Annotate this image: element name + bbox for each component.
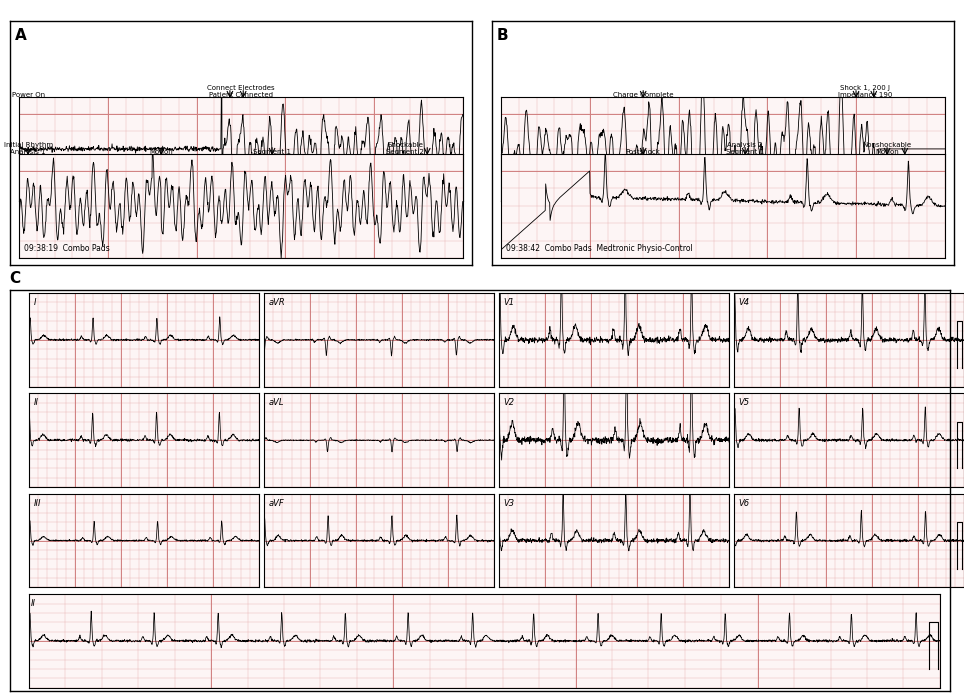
Text: 09:38:11  Combo Pads: 09:38:11 Combo Pads <box>24 187 109 196</box>
Text: 09:38:19  Combo Pads: 09:38:19 Combo Pads <box>24 244 110 253</box>
Text: III: III <box>34 498 41 507</box>
Text: 09:38:34  Combo Pads: 09:38:34 Combo Pads <box>506 187 592 196</box>
Text: Initial Rhythm
Analysis 1: Initial Rhythm Analysis 1 <box>4 142 53 155</box>
Text: aVF: aVF <box>269 498 284 507</box>
Text: Analysis 2
Segment 1: Analysis 2 Segment 1 <box>726 142 764 155</box>
Text: Motion: Motion <box>149 149 174 155</box>
Text: V1: V1 <box>503 298 515 307</box>
Text: aVL: aVL <box>269 398 284 407</box>
Text: A: A <box>14 28 26 43</box>
Text: B: B <box>496 28 508 43</box>
Text: Shockable
Segment 2: Shockable Segment 2 <box>387 142 424 155</box>
Text: Shock 1, 200 J
Impedance 190: Shock 1, 200 J Impedance 190 <box>838 85 892 98</box>
Text: V3: V3 <box>503 498 515 507</box>
Text: I: I <box>34 298 36 307</box>
Text: Segment 1: Segment 1 <box>253 149 291 155</box>
Text: II: II <box>34 398 39 407</box>
Text: aVR: aVR <box>269 298 285 307</box>
Text: II: II <box>31 599 36 608</box>
Text: V2: V2 <box>503 398 515 407</box>
Text: Charge Complete: Charge Complete <box>613 92 674 98</box>
Text: V6: V6 <box>738 498 750 507</box>
Text: Nonshockable
Motion: Nonshockable Motion <box>863 142 912 155</box>
Text: C: C <box>10 272 21 286</box>
Text: V4: V4 <box>738 298 750 307</box>
Text: Power On: Power On <box>12 92 44 98</box>
Text: 09:38:42  Combo Pads  Medtronic Physio-Control: 09:38:42 Combo Pads Medtronic Physio-Con… <box>506 244 692 253</box>
Text: Connect Electrodes
Patient Connected: Connect Electrodes Patient Connected <box>207 85 275 98</box>
Text: Postshock: Postshock <box>626 149 660 155</box>
Text: V5: V5 <box>738 398 750 407</box>
